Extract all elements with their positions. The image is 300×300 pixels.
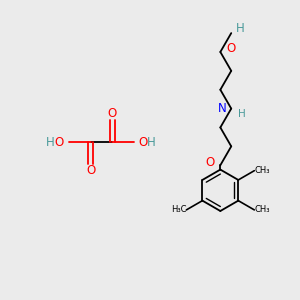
Text: H: H <box>238 109 246 118</box>
Text: O: O <box>55 136 64 148</box>
Text: O: O <box>205 156 214 169</box>
Text: O: O <box>138 136 147 148</box>
Text: CH₃: CH₃ <box>254 166 270 175</box>
Text: H: H <box>46 136 55 148</box>
Text: H: H <box>147 136 156 148</box>
Text: H: H <box>236 22 245 34</box>
Text: H₃C: H₃C <box>171 206 186 214</box>
Text: O: O <box>226 43 236 56</box>
Text: N: N <box>218 102 226 115</box>
Text: O: O <box>108 107 117 120</box>
Text: CH₃: CH₃ <box>254 206 270 214</box>
Text: O: O <box>86 164 95 177</box>
